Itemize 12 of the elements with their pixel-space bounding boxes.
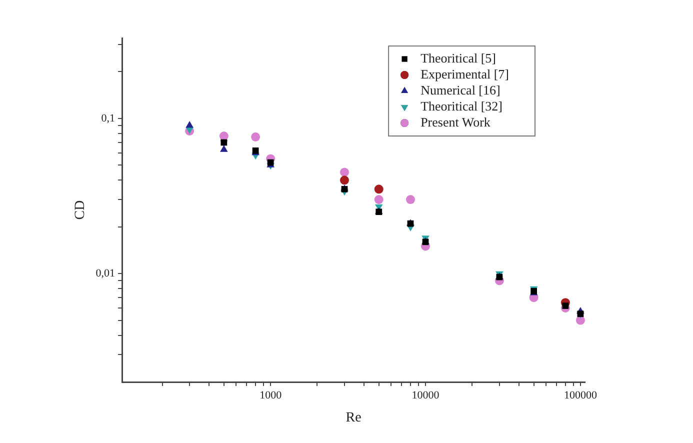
legend-label: Present Work <box>420 114 491 130</box>
legend-label: Experimental [7] <box>420 66 509 82</box>
y-axis-title: CD <box>73 200 88 220</box>
legend-label: Theoritical [32] <box>420 98 502 114</box>
x-axis-title: Re <box>346 410 362 426</box>
legend-label: Numerical [16] <box>420 82 500 98</box>
y-tick-label: 0,1 <box>101 112 116 124</box>
x-tick-label: 10000 <box>412 389 440 402</box>
y-tick-label: 0,01 <box>96 267 116 280</box>
legend-label: Theoritical [5] <box>420 50 496 66</box>
x-tick-label: 1000 <box>260 389 282 402</box>
x-tick-label: 100000 <box>564 389 598 402</box>
